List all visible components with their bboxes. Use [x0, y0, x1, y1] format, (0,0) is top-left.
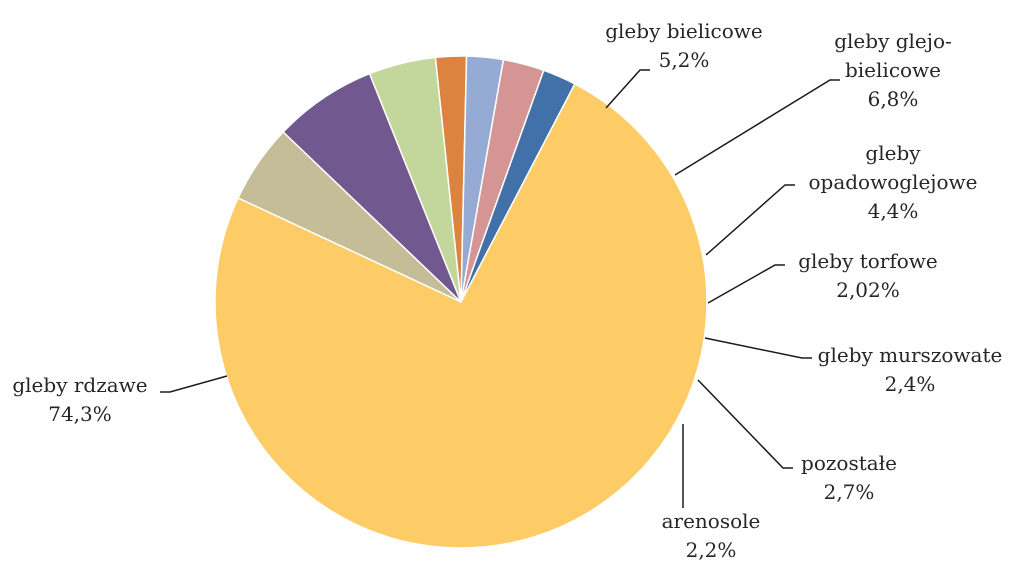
slice-value-label: 2,02%: [836, 278, 900, 302]
slice-name-label: gleby: [865, 141, 921, 165]
slice-label-0: gleby bielicowe 5,2%: [605, 19, 763, 72]
slice-name-label: gleby murszowate: [818, 343, 1003, 367]
pie-slices: [214, 55, 708, 549]
slice-name-label: gleby rdzawe: [12, 373, 147, 397]
leader-line-4: [704, 337, 812, 359]
slice-value-label: 5,2%: [659, 48, 710, 72]
leader-line-5: [697, 379, 793, 469]
leader-line-0: [605, 69, 650, 109]
slice-name-label: arenosole: [662, 509, 761, 533]
slice-name-label: opadowoglejowe: [808, 170, 977, 194]
leader-line-7: [160, 375, 228, 393]
slice-label-5: pozostałe 2,7%: [801, 451, 897, 504]
slice-label-7: gleby rdzawe 74,3%: [12, 373, 147, 426]
slice-label-2: gleby opadowoglejowe 4,4%: [808, 141, 977, 223]
slice-name-label: gleby torfowe: [798, 249, 938, 273]
slice-value-label: 2,4%: [885, 372, 936, 396]
slice-labels: gleby bielicowe 5,2% gleby glejo-bielicowe…: [12, 19, 1002, 562]
slice-value-label: 74,3%: [48, 402, 112, 426]
slice-label-1: gleby glejo-bielicowe 6,8%: [834, 29, 952, 111]
slice-label-3: gleby torfowe 2,02%: [798, 249, 938, 302]
slice-label-6: arenosole 2,2%: [662, 509, 761, 562]
leader-line-2: [705, 184, 795, 256]
slice-name-label: pozostałe: [801, 451, 897, 475]
slice-label-4: gleby murszowate 2,4%: [818, 343, 1003, 396]
leader-line-1: [674, 79, 840, 176]
slice-value-label: 2,7%: [824, 480, 875, 504]
slice-value-label: 6,8%: [868, 87, 919, 111]
pie-slice-1: [282, 72, 462, 303]
slice-value-label: 2,2%: [686, 538, 737, 562]
slice-name-label: gleby glejo-: [834, 29, 952, 53]
pie-slice-7: [214, 82, 708, 549]
leader-line-3: [707, 264, 785, 304]
leader-lines: [160, 69, 840, 508]
slice-name-label: bielicowe: [845, 58, 941, 82]
slice-name-label: gleby bielicowe: [605, 19, 763, 43]
slice-value-label: 4,4%: [868, 199, 919, 223]
